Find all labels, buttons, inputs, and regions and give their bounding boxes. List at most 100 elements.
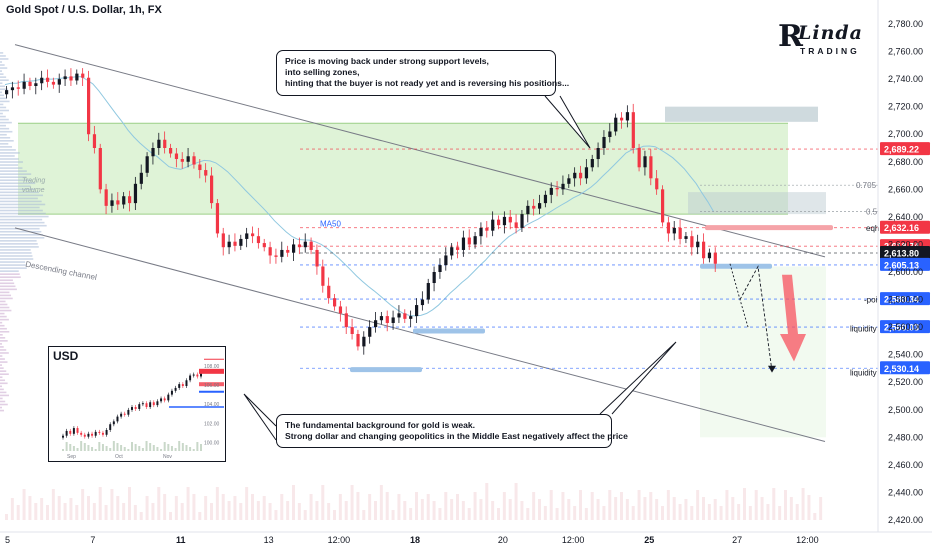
- volume-profile-bar: [0, 85, 6, 88]
- inset-candle-body: [134, 407, 137, 409]
- price-level-badge: [880, 245, 930, 259]
- volume-bar: [579, 490, 582, 520]
- inset-candle-body: [123, 413, 126, 415]
- candle-body: [456, 247, 460, 250]
- volume-profile-bar: [0, 197, 38, 200]
- inset-candle-body: [163, 398, 166, 401]
- volume-profile-bar: [0, 258, 34, 260]
- volume-profile-bar: [0, 373, 9, 376]
- volume-bar: [122, 503, 126, 520]
- candle-body: [561, 183, 565, 190]
- volume-bar: [292, 485, 295, 520]
- volume-bar: [104, 505, 108, 520]
- y-tick-label: 2,760.00: [888, 47, 923, 57]
- volume-bar: [262, 496, 266, 520]
- volume-profile-bar: [0, 318, 9, 321]
- volume-bar: [432, 501, 436, 520]
- ma50-label: MA50: [320, 220, 341, 229]
- candle-body: [63, 76, 67, 80]
- inset-volume-bar: [131, 442, 133, 451]
- volume-profile-bar: [0, 164, 19, 166]
- volume-profile-bar: [0, 130, 13, 133]
- candle-body: [274, 255, 278, 257]
- volume-bar: [526, 508, 530, 520]
- candle-body: [666, 222, 671, 234]
- candle-body: [122, 196, 126, 205]
- volume-bar: [596, 499, 600, 520]
- volume-bar: [614, 497, 618, 520]
- volume-profile-bar: [0, 346, 4, 348]
- volume-profile-bar: [0, 224, 47, 227]
- volume-profile-bar: [0, 249, 31, 251]
- candle-body: [596, 148, 600, 160]
- volume-profile-bar: [0, 146, 13, 148]
- volume-profile-bar: [0, 55, 6, 57]
- inset-candle-body: [167, 394, 170, 401]
- candle-body: [497, 219, 501, 226]
- candle-body: [174, 153, 179, 160]
- volume-bar: [620, 492, 623, 520]
- volume-bar: [502, 492, 506, 520]
- volume-bar: [789, 497, 793, 520]
- volume-bar: [186, 487, 190, 520]
- volume-profile-bar: [0, 237, 45, 239]
- volume-profile-bar: [0, 352, 9, 354]
- volume-bar: [198, 512, 202, 520]
- volume-bar: [315, 501, 319, 520]
- candle-body: [532, 205, 536, 209]
- candle-body: [221, 233, 225, 248]
- candle-body: [321, 266, 325, 286]
- y-tick-label: 2,520.00: [888, 377, 923, 387]
- x-tick-label: 11: [176, 535, 186, 545]
- inset-volume-bar: [167, 444, 170, 451]
- candle-body: [368, 327, 372, 337]
- candle-body: [98, 148, 102, 190]
- candle-body: [303, 241, 307, 248]
- volume-bar: [280, 494, 284, 520]
- volume-bar: [87, 496, 90, 520]
- volume-bar: [321, 485, 325, 520]
- price-level-label: 2,632.16: [884, 223, 919, 233]
- volume-bar: [368, 494, 372, 520]
- volume-profile-bar: [0, 364, 2, 366]
- volume-bar: [567, 499, 571, 520]
- brand-logo: R Linda TRADING: [778, 22, 862, 62]
- inset-volume-bar: [87, 445, 90, 451]
- volume-bar: [10, 498, 14, 520]
- candle-body: [327, 285, 331, 299]
- inset-level: [199, 382, 224, 387]
- inset-volume-bar: [116, 443, 119, 451]
- volume-profile-bar: [0, 303, 8, 306]
- inset-volume-bar: [112, 441, 115, 451]
- volume-profile-bar: [0, 152, 20, 154]
- volume-bar: [743, 488, 746, 520]
- candle-body: [479, 227, 483, 237]
- volume-profile-bar: [0, 306, 10, 309]
- volume-bar: [807, 495, 811, 520]
- candle-body: [28, 81, 32, 86]
- candle-body: [614, 117, 618, 132]
- inset-volume-bar: [72, 446, 75, 451]
- volume-bar: [81, 489, 85, 520]
- volume-profile-bar: [0, 149, 16, 151]
- candle-body: [81, 73, 85, 78]
- y-tick-label: 2,580.00: [888, 295, 923, 305]
- candle-body: [356, 334, 360, 347]
- volume-bar: [438, 508, 442, 520]
- volume-bar: [303, 510, 307, 520]
- inset-volume-bar: [98, 442, 101, 451]
- volume-profile-bar: [0, 173, 32, 175]
- price-level-badge: [880, 220, 930, 234]
- price-level-badge: [880, 142, 930, 156]
- volume-bar: [297, 503, 301, 520]
- volume-bar: [268, 503, 272, 520]
- volume-bar: [204, 496, 208, 520]
- inset-candle-body: [127, 409, 130, 415]
- volume-bar: [139, 512, 143, 520]
- volume-bar: [40, 498, 44, 520]
- volume-profile-bar: [0, 182, 36, 185]
- volume-profile-bar: [0, 94, 5, 97]
- candle-body: [485, 227, 489, 231]
- inset-volume-bar: [149, 443, 152, 451]
